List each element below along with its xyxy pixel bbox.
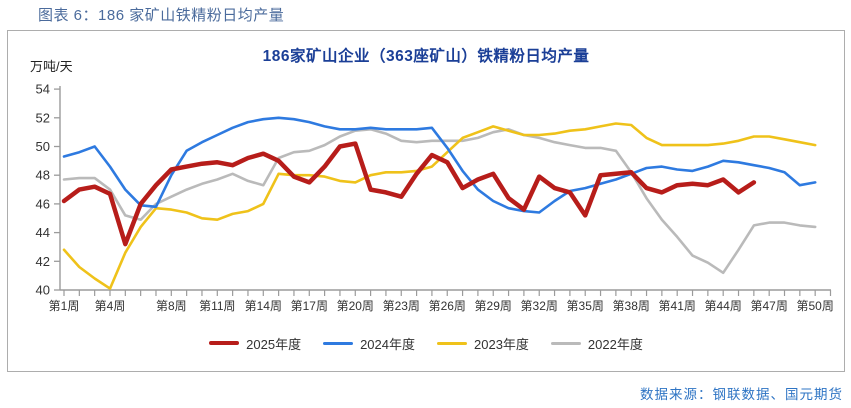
y-tick-label: 48 bbox=[36, 168, 50, 183]
figure-caption: 图表 6：186 家矿山铁精粉日均产量 bbox=[38, 7, 285, 24]
x-tick-label: 第41周 bbox=[659, 299, 696, 313]
x-tick-label: 第35周 bbox=[567, 299, 604, 313]
legend-item-2024年度: 2024年度 bbox=[323, 334, 415, 353]
x-tick-label: 第11周 bbox=[199, 299, 235, 313]
y-axis-unit-label: 万吨/天 bbox=[30, 59, 73, 74]
chart-legend: 2025年度 2024年度 2023年度 2022年度 bbox=[8, 334, 844, 352]
series-line-2025年度 bbox=[61, 141, 757, 247]
legend-item-2022年度: 2022年度 bbox=[550, 334, 643, 353]
x-tick-label: 第47周 bbox=[751, 299, 788, 313]
x-tick-label: 第1周 bbox=[49, 299, 80, 313]
x-tick-label: 第32周 bbox=[521, 299, 558, 313]
data-source: 数据来源：钢联数据、国元期货 bbox=[640, 387, 843, 402]
x-tick-label: 第4周 bbox=[95, 299, 126, 313]
series-line-2024年度 bbox=[62, 116, 817, 214]
y-tick-label: 46 bbox=[36, 196, 50, 211]
series-line-2023年度 bbox=[62, 122, 817, 290]
legend-swatch bbox=[209, 340, 240, 346]
legend-label: 2024年度 bbox=[360, 336, 415, 352]
legend-item-2023年度: 2023年度 bbox=[437, 334, 529, 353]
series-line-2022年度 bbox=[62, 128, 817, 275]
x-tick-label: 第23周 bbox=[383, 299, 420, 313]
chart-frame: 186家矿山企业（363座矿山）铁精粉日均产量 万吨/天 2025年度 2024年… bbox=[7, 30, 845, 372]
chart-title: 186家矿山企业（363座矿山）铁精粉日均产量 bbox=[262, 48, 590, 65]
x-tick-label: 第26周 bbox=[429, 299, 466, 313]
y-tick-label: 40 bbox=[36, 283, 50, 298]
legend-label: 2023年度 bbox=[474, 336, 529, 352]
legend-label: 2025年度 bbox=[246, 336, 302, 352]
x-tick-label: 第14周 bbox=[245, 299, 282, 313]
legend-item-2025年度: 2025年度 bbox=[209, 334, 301, 353]
x-tick-label: 第50周 bbox=[796, 299, 833, 313]
legend-swatch bbox=[550, 341, 581, 345]
x-tick-label: 第38周 bbox=[613, 299, 650, 313]
y-tick-label: 44 bbox=[36, 225, 50, 240]
y-tick-label: 54 bbox=[36, 82, 50, 97]
x-tick-label: 第44周 bbox=[705, 299, 742, 313]
y-tick-label: 50 bbox=[36, 139, 50, 154]
x-tick-label: 第8周 bbox=[156, 299, 187, 313]
x-tick-label: 第20周 bbox=[337, 299, 374, 313]
x-tick-label: 第29周 bbox=[475, 299, 512, 313]
legend-swatch bbox=[323, 341, 354, 345]
legend-label: 2022年度 bbox=[587, 336, 643, 352]
x-tick-label: 第17周 bbox=[291, 299, 328, 313]
y-tick-label: 42 bbox=[36, 254, 50, 269]
legend-swatch bbox=[437, 341, 467, 345]
y-tick-label: 52 bbox=[36, 110, 50, 125]
